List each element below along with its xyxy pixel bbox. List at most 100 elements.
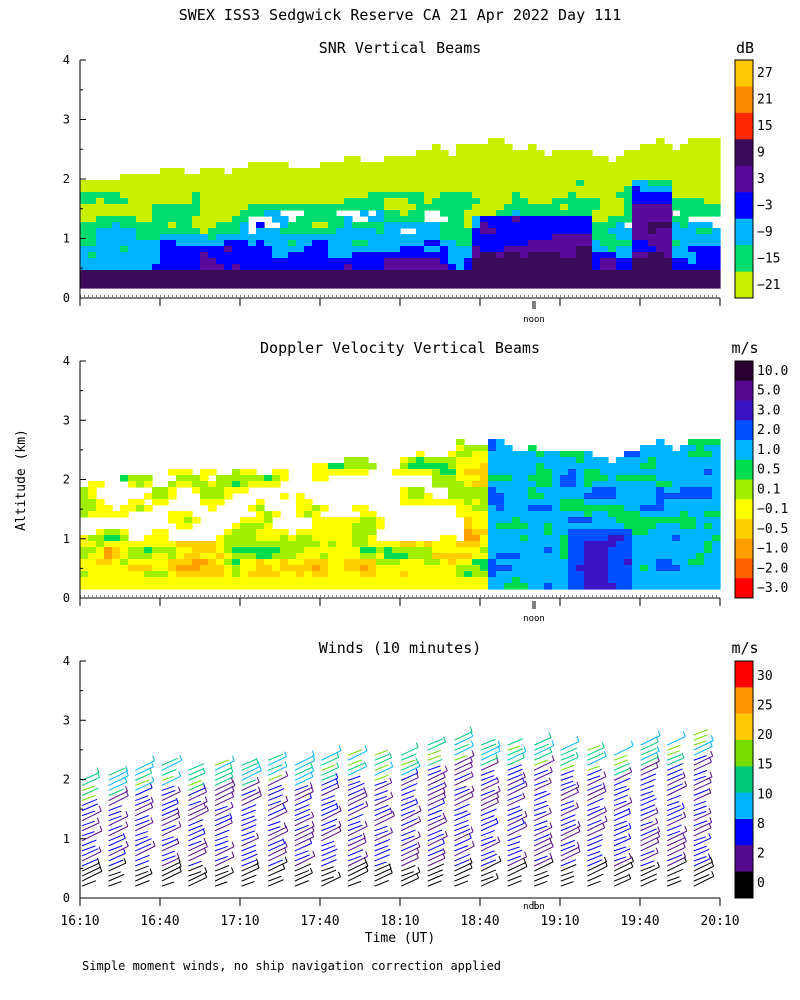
heatmap-cell [464, 144, 473, 151]
wind-barb [161, 791, 181, 801]
heatmap-cell [208, 174, 217, 181]
heatmap-cell [328, 583, 337, 590]
heatmap-cell [520, 505, 529, 512]
heatmap-cell [584, 270, 593, 277]
heatmap-cell [384, 252, 393, 259]
heatmap-cell [280, 469, 289, 476]
heatmap-cell [384, 180, 393, 187]
wind-barb-feather [309, 782, 313, 788]
heatmap-cell [288, 228, 297, 235]
wind-barb-feather [655, 817, 659, 824]
wind-barb [81, 880, 97, 887]
wind-barb [613, 745, 634, 756]
heatmap-cell [160, 234, 169, 241]
heatmap-cell [200, 487, 209, 494]
heatmap-cell [360, 180, 369, 187]
heatmap-cell [640, 210, 649, 217]
heatmap-cell [688, 577, 697, 584]
heatmap-cell [152, 216, 161, 223]
heatmap-cell [664, 487, 673, 494]
heatmap-cell [640, 493, 649, 500]
heatmap-cell [568, 252, 577, 259]
wind-barb [587, 834, 603, 842]
heatmap-cell [200, 475, 209, 482]
wind-barb [161, 881, 175, 887]
heatmap-cell [576, 553, 585, 560]
colorbar-swatch [735, 766, 753, 794]
heatmap-cell [408, 234, 417, 241]
heatmap-cell [456, 445, 465, 452]
heatmap-cell [584, 565, 593, 572]
heatmap-cell [272, 258, 281, 265]
heatmap-cell [432, 559, 441, 566]
heatmap-cell [168, 228, 177, 235]
heatmap-cell [504, 198, 513, 205]
heatmap-cell [696, 487, 705, 494]
heatmap-cell [176, 583, 185, 590]
heatmap-cell [480, 535, 489, 542]
heatmap-cell [392, 270, 401, 277]
heatmap-cell [456, 457, 465, 464]
heatmap-cell [640, 270, 649, 277]
heatmap-cell [464, 445, 473, 452]
heatmap-cell [336, 192, 345, 199]
wind-barb [587, 797, 604, 807]
heatmap-cell [208, 168, 217, 175]
heatmap-cell [224, 228, 233, 235]
wind-barb [374, 825, 388, 832]
heatmap-cell [632, 553, 641, 560]
heatmap-cell [184, 553, 193, 560]
wind-barb-feather [469, 726, 473, 732]
wind-barb-feather [336, 752, 340, 758]
heatmap-cell [560, 463, 569, 470]
heatmap-cell [232, 180, 241, 187]
heatmap-cell [632, 475, 641, 482]
heatmap-cell [208, 234, 217, 241]
heatmap-cell [648, 559, 657, 566]
wind-barb [374, 796, 387, 802]
heatmap-cell [328, 252, 337, 259]
heatmap-cell [472, 565, 481, 572]
heatmap-cell [688, 258, 697, 265]
heatmap-cell [88, 186, 97, 193]
heatmap-cell [608, 493, 617, 500]
heatmap-cell [568, 270, 577, 277]
heatmap-cell [696, 475, 705, 482]
heatmap-cell [488, 186, 497, 193]
heatmap-cell [248, 162, 257, 169]
heatmap-cell [512, 216, 521, 223]
heatmap-cell [288, 276, 297, 283]
heatmap-cell [680, 216, 689, 223]
wind-barb [214, 814, 230, 822]
heatmap-cell [312, 240, 321, 247]
heatmap-cell [88, 198, 97, 205]
heatmap-cell [424, 240, 433, 247]
heatmap-cell [208, 210, 217, 217]
heatmap-cell [232, 174, 241, 181]
heatmap-cell [464, 481, 473, 488]
heatmap-cell [520, 174, 529, 181]
heatmap-cell [416, 150, 425, 157]
heatmap-cell [576, 234, 585, 241]
wind-barb [640, 836, 660, 847]
wind-barb [666, 856, 686, 867]
wind-barb-feather [548, 777, 552, 783]
heatmap-cell [120, 276, 129, 283]
heatmap-cell [480, 264, 489, 271]
heatmap-cell [680, 264, 689, 271]
wind-barb [188, 800, 201, 807]
heatmap-cell [624, 547, 633, 554]
heatmap-cell [144, 192, 153, 199]
wind-barb [267, 851, 287, 862]
wind-barb [268, 794, 283, 801]
heatmap-cell [256, 228, 265, 235]
heatmap-cell [488, 198, 497, 205]
heatmap-cell [120, 192, 129, 199]
heatmap-cell [584, 264, 593, 271]
wind-barb [666, 830, 688, 842]
heatmap-cell [448, 246, 457, 253]
heatmap-cell [512, 150, 521, 157]
heatmap-cell [136, 258, 145, 265]
heatmap-cell [264, 583, 273, 590]
heatmap-cell [568, 529, 577, 536]
